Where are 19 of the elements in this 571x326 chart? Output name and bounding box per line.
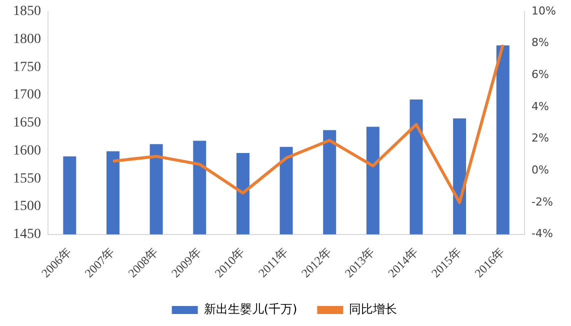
y2-tick-label: 4% — [532, 100, 550, 113]
legend-label: 同比增长 — [349, 302, 398, 316]
y2-tick-label: 2% — [532, 132, 550, 145]
y2-tick-label: 8% — [532, 36, 550, 50]
y-tick-label: 1750 — [13, 60, 41, 75]
y2-tick-label: -2% — [532, 195, 553, 208]
y-tick-label: 1550 — [13, 171, 41, 186]
y-tick-label: 1450 — [13, 227, 41, 242]
y2-tick-label: 10% — [532, 4, 556, 18]
y2-tick-label: -4% — [532, 227, 553, 240]
y-tick-label: 1500 — [13, 199, 41, 214]
y-tick-label: 1650 — [13, 116, 41, 131]
y2-tick-label: 6% — [532, 68, 550, 81]
y2-tick-label: 0% — [532, 164, 550, 177]
y-tick-label: 1700 — [13, 88, 41, 103]
legend-label: 新出生婴儿(千万) — [204, 302, 298, 316]
y-tick-label: 1800 — [13, 32, 41, 47]
y-tick-label: 1600 — [13, 143, 41, 158]
y-tick-label: 1850 — [13, 4, 41, 20]
